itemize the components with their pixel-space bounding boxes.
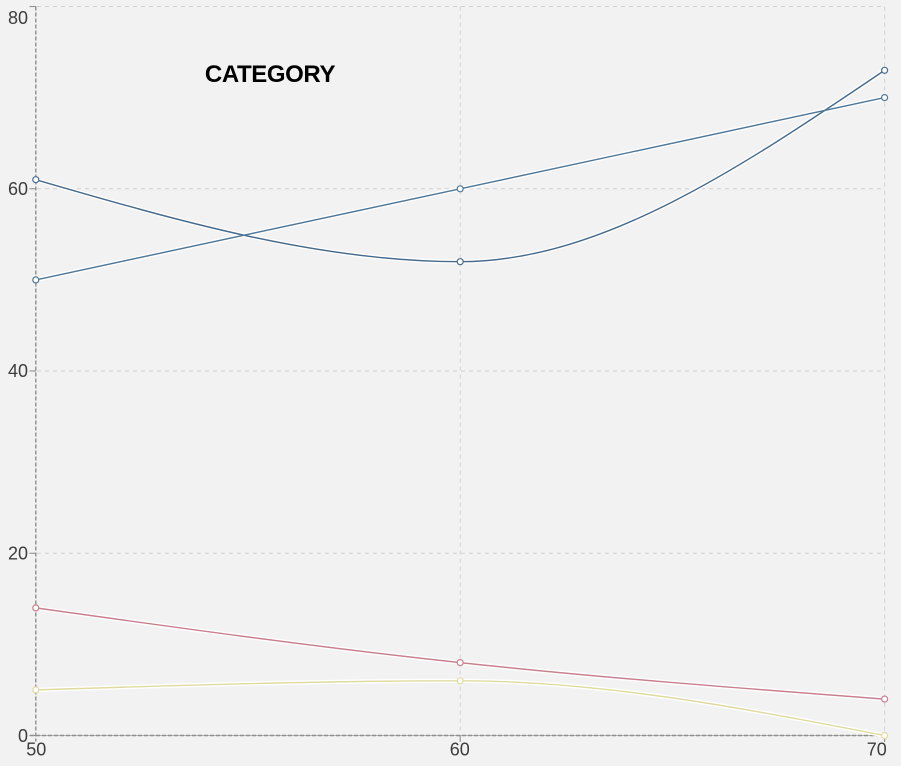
svg-text:80: 80 — [8, 8, 28, 28]
svg-text:60: 60 — [8, 179, 28, 199]
svg-text:40: 40 — [8, 361, 28, 381]
svg-text:50: 50 — [26, 740, 46, 760]
svg-text:20: 20 — [8, 544, 28, 564]
svg-text:CATEGORY: CATEGORY — [205, 61, 336, 88]
svg-text:60: 60 — [450, 740, 470, 760]
svg-text:0: 0 — [18, 726, 28, 746]
svg-text:70: 70 — [867, 740, 887, 760]
